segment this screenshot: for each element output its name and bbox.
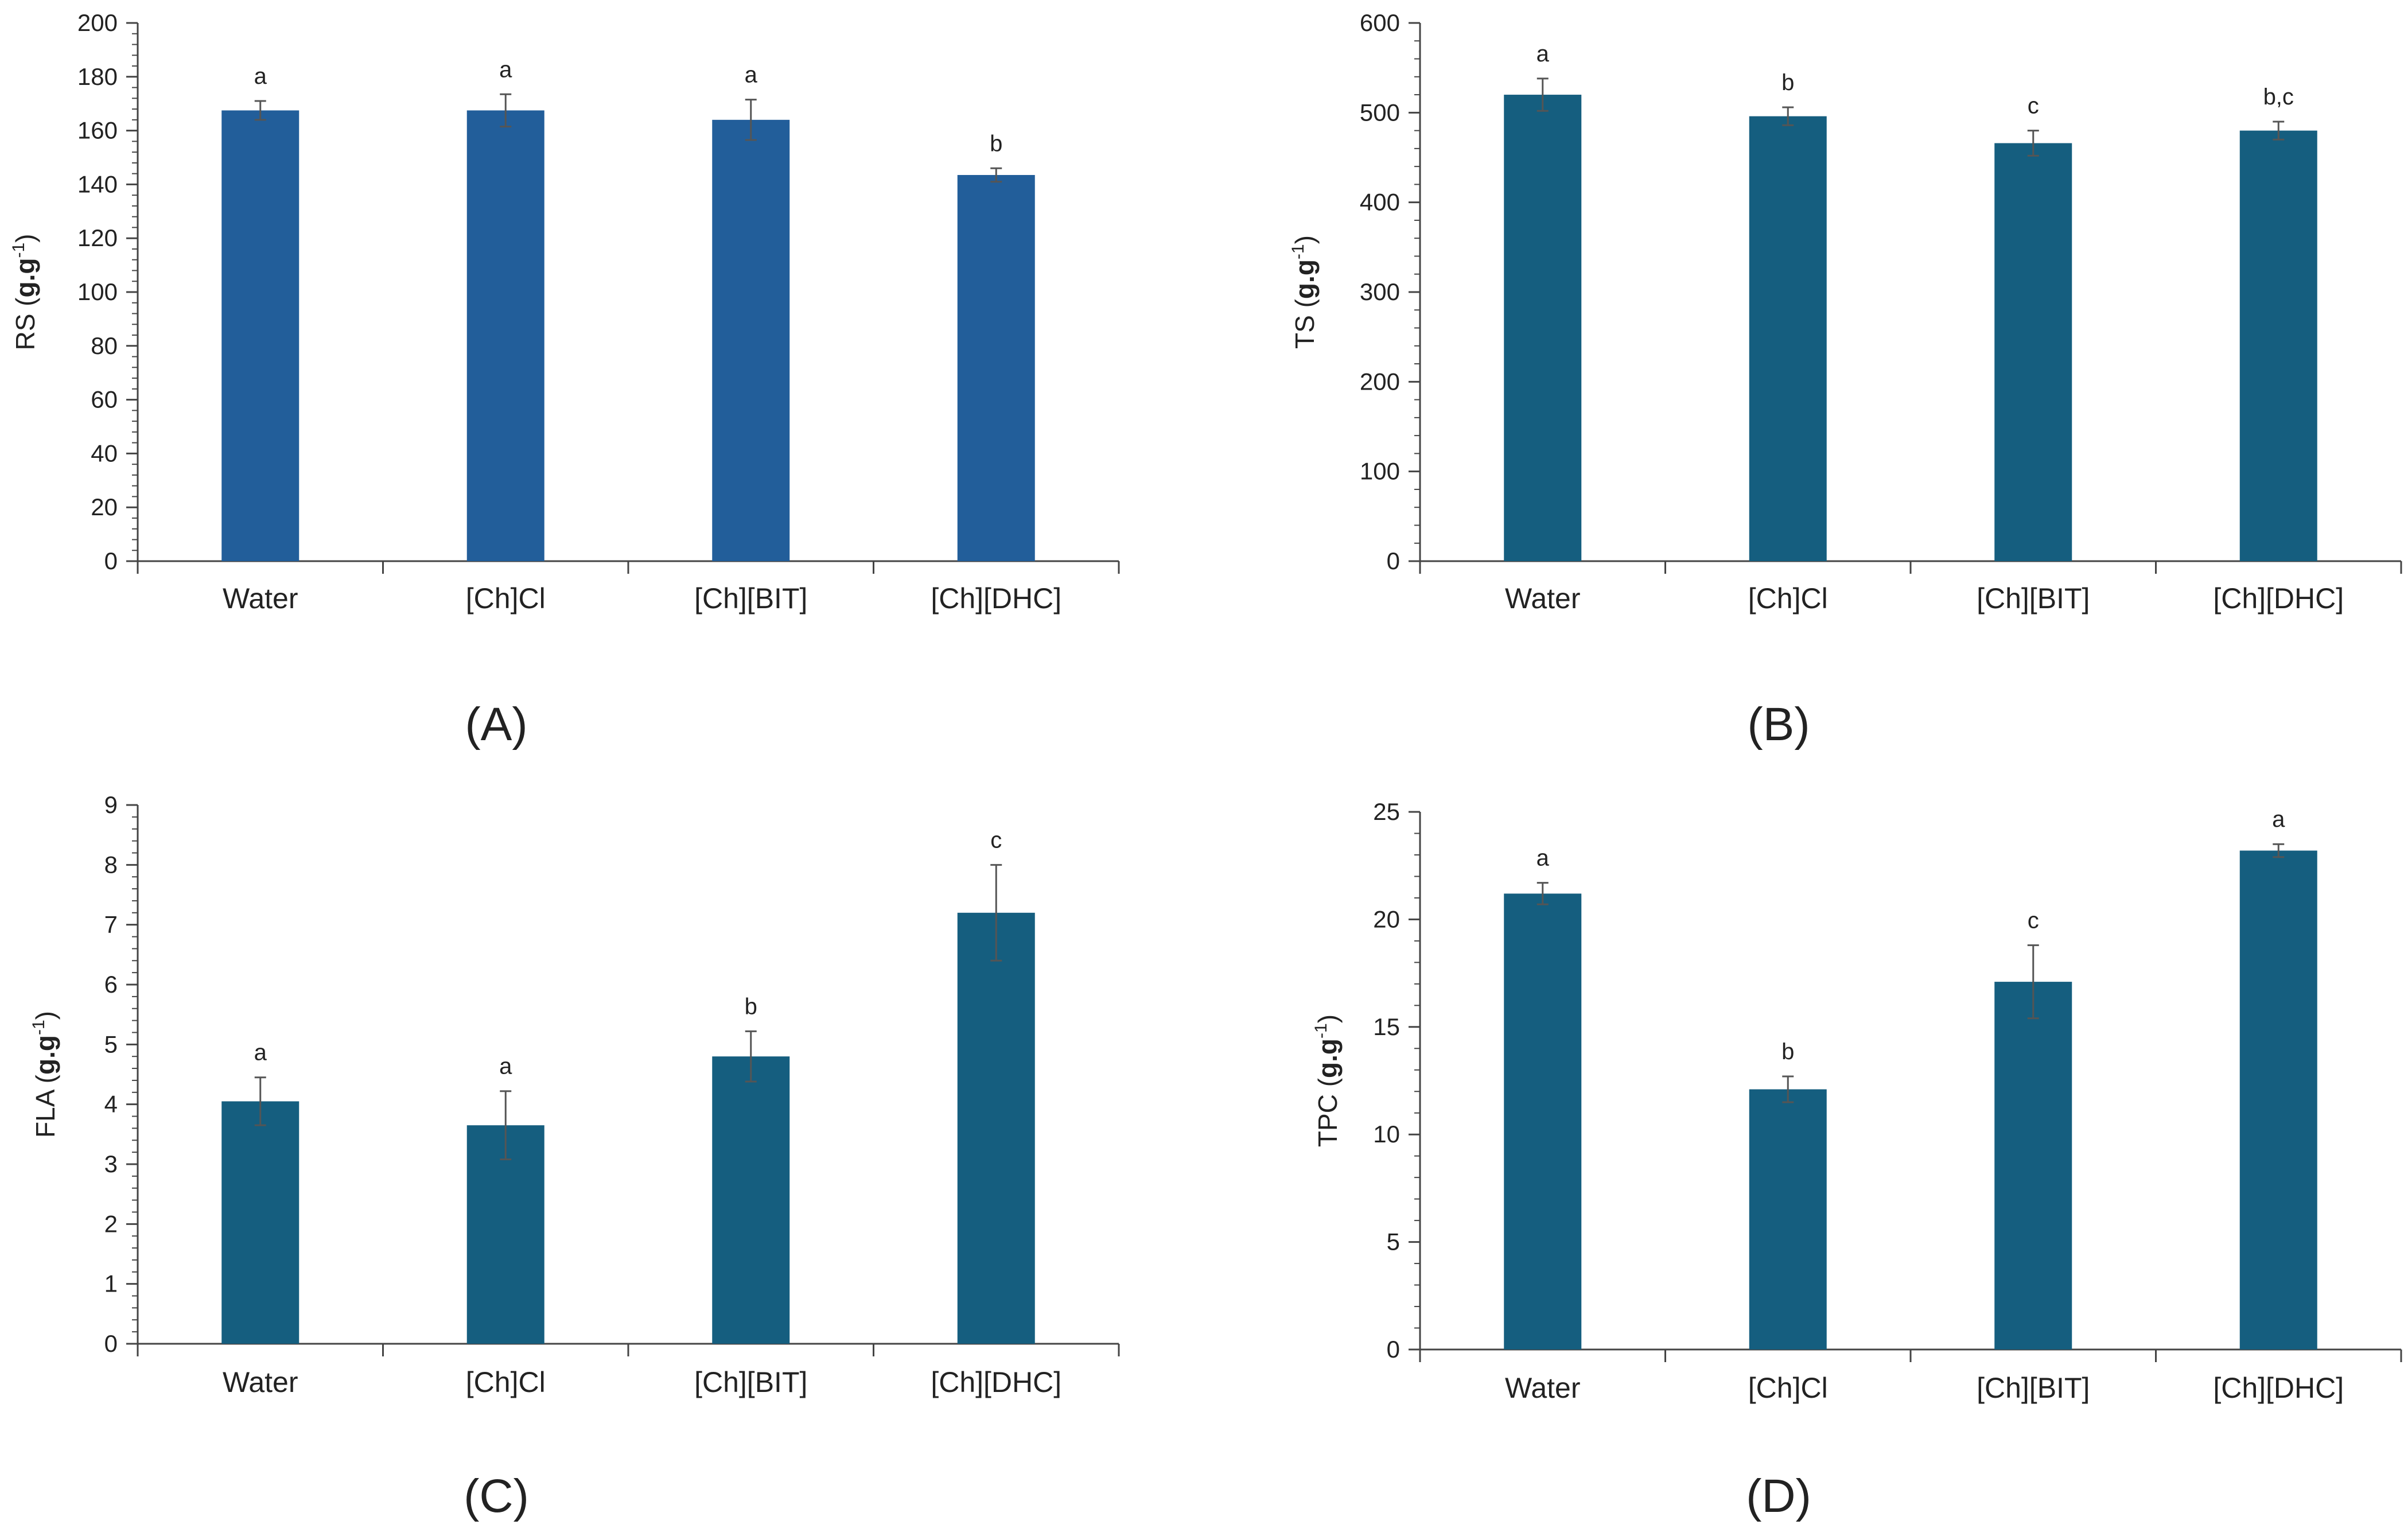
category-label: [Ch]Cl [466,1366,546,1398]
bar [466,110,544,562]
y-tick-label: 100 [1360,458,1400,485]
significance-letter: c [2028,908,2039,933]
chart-panel-3: 0 1 2 3 4 5 6 7 8 9 a Water a [Ch]Cl b [Ch][BIT] c [Ch][D… [29,791,1120,1522]
category-label: [Ch]Cl [1748,1372,1828,1404]
chart-panel-2: 0 100 200 300 400 500 600 a Water b [Ch]Cl c [Ch][BI… [1289,9,2402,750]
y-tick-label: 15 [1373,1013,1400,1040]
significance-letter: a [1536,846,1550,871]
y-tick-label: 160 [77,117,118,144]
significance-letter: a [499,1054,512,1079]
y-tick-label: 1 [104,1270,118,1297]
category-label: [Ch][DHC] [2213,1372,2344,1404]
y-tick-label: 0 [1387,1336,1400,1363]
category-label: Water [223,1366,298,1398]
y-tick-label: 5 [104,1030,118,1057]
significance-letter: c [990,827,1002,853]
y-tick-label: 8 [104,851,118,878]
bar [2239,850,2317,1350]
y-tick-label: 25 [1373,798,1400,825]
significance-letter: a [2272,807,2285,832]
category-label: Water [1505,1372,1581,1404]
y-tick-label: 0 [104,547,118,574]
panel-label: (A) [465,698,527,750]
y-tick-label: 2 [104,1210,118,1237]
y-axis-label: RS (g.g-1) [9,234,40,351]
bar [1504,95,1582,562]
category-label: [Ch][DHC] [931,582,1061,615]
panel-label: (C) [464,1470,529,1522]
panel-label: (B) [1747,698,1810,750]
bar [957,912,1035,1344]
significance-letter: b [1781,70,1794,95]
y-tick-label: 20 [91,493,118,520]
y-tick-label: 80 [91,332,118,359]
y-tick-label: 0 [104,1330,118,1357]
chart-panel-1: 0 20 40 60 80 100 120 140 160 180 200 a Water a [Ch]Cl… [9,9,1120,750]
y-tick-label: 0 [1387,547,1400,574]
bar [712,119,790,562]
bar [1994,982,2072,1350]
y-axis-label: TPC (g.g-1) [1312,1014,1343,1147]
y-tick-label: 20 [1373,905,1400,932]
bar [1749,1089,1827,1350]
y-tick-label: 300 [1360,278,1400,305]
y-axis-label: FLA (g.g-1) [29,1011,60,1138]
chart-panel-4: 0 5 10 15 20 25 a Water b [Ch]Cl c [Ch][BIT] a [Ch][D… [1312,798,2402,1522]
y-tick-label: 180 [77,63,118,90]
category-label: [Ch][BIT] [694,1366,807,1398]
bar [466,1125,544,1344]
y-tick-label: 200 [1360,368,1400,395]
y-tick-label: 200 [77,9,118,36]
y-tick-label: 4 [104,1091,118,1118]
y-tick-label: 6 [104,971,118,998]
y-tick-label: 100 [77,278,118,305]
bar [221,1101,299,1344]
significance-letter: b [1781,1039,1794,1064]
bar [712,1056,790,1344]
category-label: [Ch][BIT] [694,582,807,615]
category-label: Water [223,582,298,615]
significance-letter: b [745,994,757,1019]
significance-letter: a [499,57,512,82]
significance-letter: a [254,64,267,89]
bar [1504,893,1582,1350]
bar [2239,130,2317,562]
y-tick-label: 3 [104,1150,118,1177]
significance-letter: c [2028,94,2039,119]
category-label: [Ch]Cl [1748,582,1828,615]
category-label: [Ch][DHC] [931,1366,1061,1398]
significance-letter: b,c [2263,84,2294,110]
category-label: Water [1505,582,1581,615]
y-tick-label: 10 [1373,1121,1400,1148]
category-label: [Ch]Cl [466,582,546,615]
category-label: [Ch][BIT] [1977,1372,2090,1404]
bar [1749,116,1827,561]
y-tick-label: 400 [1360,189,1400,216]
significance-letter: a [745,63,758,88]
y-tick-label: 500 [1360,99,1400,126]
y-tick-label: 7 [104,911,118,938]
y-tick-label: 120 [77,224,118,251]
y-tick-label: 9 [104,791,118,818]
y-tick-label: 60 [91,386,118,413]
bar [1994,143,2072,561]
y-tick-label: 140 [77,170,118,197]
significance-letter: a [1536,41,1550,67]
significance-letter: b [990,131,1002,156]
y-tick-label: 600 [1360,9,1400,36]
category-label: [Ch][DHC] [2213,582,2344,615]
significance-letter: a [254,1040,267,1065]
y-axis-label: TS (g.g-1) [1289,235,1320,349]
bar [221,110,299,562]
category-label: [Ch][BIT] [1977,582,2090,615]
y-tick-label: 5 [1387,1228,1400,1255]
y-tick-label: 40 [91,440,118,466]
panel-label: (D) [1746,1470,1811,1522]
bar [957,174,1035,561]
